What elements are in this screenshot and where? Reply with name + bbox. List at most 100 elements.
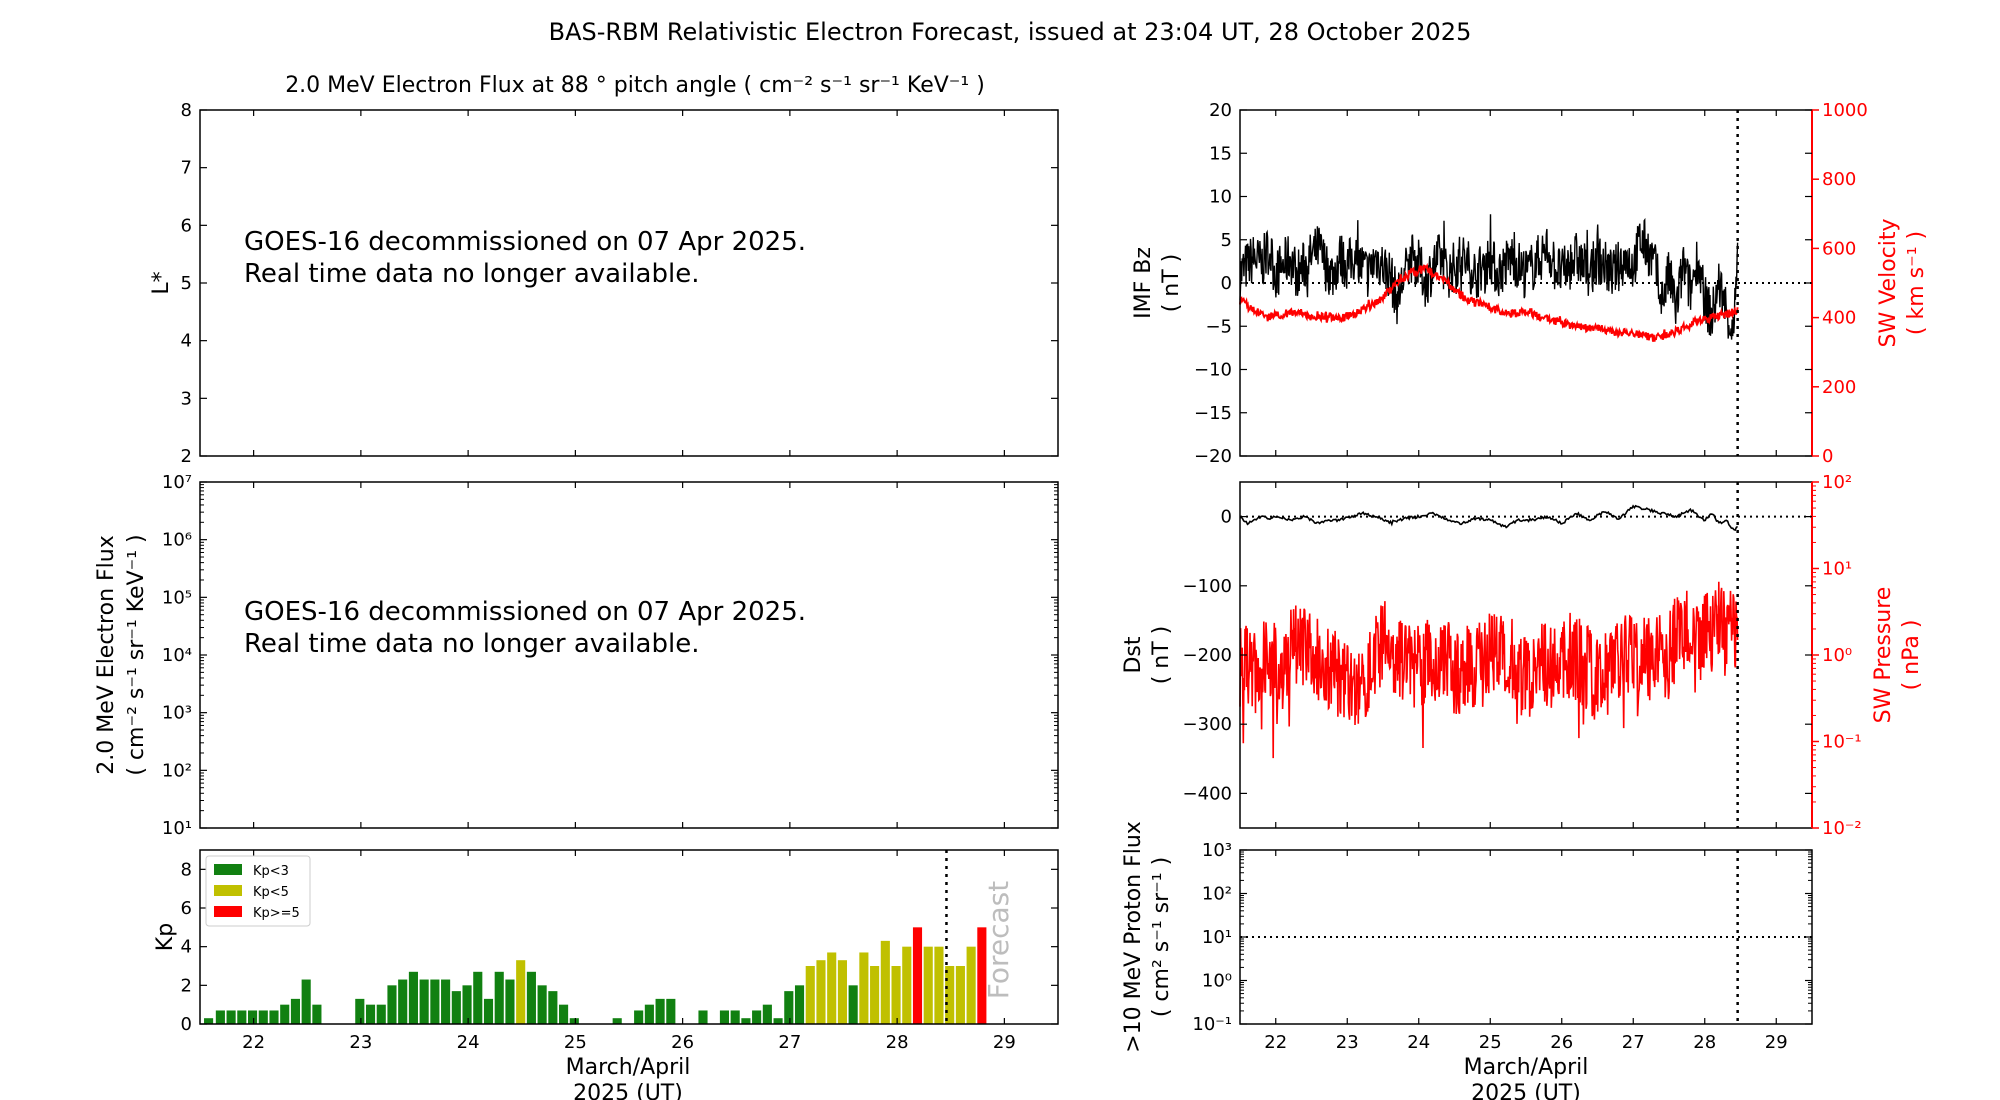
- flux-ytick-label: 10⁵: [162, 587, 192, 608]
- kp-bar: [473, 971, 483, 1024]
- kp-bar: [762, 1004, 772, 1024]
- flux-ytick-label: 10⁷: [162, 472, 192, 493]
- imf-ylabel-right-line2: ( km s⁻¹ ): [1904, 231, 1929, 335]
- kp-bar: [494, 971, 504, 1024]
- proton-ylabel-line2: ( cm² s⁻¹ sr⁻¹ ): [1149, 857, 1174, 1017]
- kp-xtick-label: 23: [349, 1032, 372, 1053]
- lstar-ytick-label: 8: [181, 100, 192, 121]
- kp-bar: [526, 971, 536, 1024]
- proton-xtick-label: 23: [1336, 1032, 1359, 1053]
- kp-bar: [312, 1004, 322, 1024]
- imf-ytick-label: −15: [1194, 403, 1232, 424]
- flux-ylabel-line1: 2.0 MeV Electron Flux: [94, 535, 119, 775]
- imf-ytick-label: 20: [1209, 100, 1232, 121]
- kp-bar: [237, 1010, 247, 1024]
- kp-bar: [387, 985, 397, 1024]
- kp-bar: [698, 1010, 708, 1024]
- kp-bar: [902, 946, 912, 1024]
- imf-ytick-right-label: 800: [1822, 169, 1856, 190]
- dst-series: [1239, 504, 1739, 759]
- lstar-ytick-label: 6: [181, 215, 192, 236]
- kp-bar: [741, 1018, 751, 1024]
- proton-xlabel-line1: March/April: [1464, 1055, 1589, 1080]
- kp-bar: [483, 998, 494, 1024]
- kp-bar: [612, 1018, 622, 1024]
- kp-bar: [773, 1018, 783, 1024]
- kp-xtick-label: 26: [671, 1032, 694, 1053]
- kp-ytick-label: 2: [181, 975, 192, 996]
- imf-ytick-right-label: 200: [1822, 377, 1856, 398]
- kp-xlabel-line2: 2025 (UT): [573, 1081, 683, 1100]
- dst-right-ytick-label: 10⁻¹: [1822, 732, 1862, 753]
- dst-ylabel-right-line1: SW Pressure: [1871, 587, 1896, 724]
- kp-bar: [816, 960, 826, 1024]
- kp-bar: [215, 1010, 225, 1024]
- kp-ytick-label: 4: [181, 937, 192, 958]
- kp-bar: [805, 966, 815, 1024]
- kp-bar: [516, 960, 526, 1024]
- kp-legend-swatch-yellow: [214, 885, 242, 896]
- proton-xtick-label: 27: [1622, 1032, 1645, 1053]
- imf-panel: −20 −15 −10 −5 0 5 10 15 20 0 200 400 600 800 1000 IM…: [1131, 100, 1929, 467]
- flux-message-line1: GOES-16 decommissioned on 07 Apr 2025.: [244, 597, 806, 627]
- imf-ytick-right-label: 1000: [1822, 100, 1868, 121]
- kp-bar: [923, 946, 933, 1024]
- flux-ytick-label: 10⁴: [162, 645, 192, 666]
- dst-right-ytick-label: 10²: [1822, 472, 1852, 493]
- kp-bar: [752, 1010, 762, 1024]
- kp-bar: [719, 1010, 730, 1024]
- kp-bar: [666, 998, 676, 1024]
- kp-bars: [204, 927, 987, 1024]
- kp-bar: [977, 927, 987, 1024]
- imf-x-ticks: [1275, 110, 1777, 456]
- kp-bar: [880, 940, 890, 1024]
- figure-title: BAS-RBM Relativistic Electron Forecast, …: [549, 18, 1472, 46]
- lstar-ytick-label: 7: [181, 158, 192, 179]
- lstar-ytick-label: 3: [181, 388, 192, 409]
- dst-right-ytick-label: 10⁰: [1822, 645, 1852, 666]
- kp-bar: [505, 979, 515, 1024]
- kp-bar: [966, 946, 976, 1024]
- proton-xtick-label: 28: [1693, 1032, 1716, 1053]
- kp-bar: [441, 979, 451, 1024]
- proton-y-ticks: 10⁻¹ 10⁰ 10¹ 10² 10³: [1192, 840, 1812, 1035]
- kp-xtick-label: 28: [886, 1032, 909, 1053]
- kp-bar: [569, 1018, 579, 1024]
- kp-bar: [355, 998, 365, 1024]
- kp-bar: [269, 1010, 279, 1024]
- kp-bar: [634, 1010, 644, 1024]
- kp-bar: [837, 960, 847, 1024]
- kp-bar: [365, 1004, 376, 1024]
- kp-bar: [247, 1010, 258, 1024]
- kp-bar: [430, 979, 440, 1024]
- proton-ylabel-line1: >10 MeV Proton Flux: [1121, 821, 1146, 1053]
- imf-ytick-label: 15: [1209, 143, 1232, 164]
- kp-x-ticks: 22 23 24 25 26 27 28 29: [242, 850, 1016, 1053]
- lstar-y-ticks: 2 3 4 5 6 7 8: [181, 100, 1058, 467]
- imf-ylabel-line2: ( nT ): [1159, 254, 1184, 313]
- kp-xtick-label: 25: [564, 1032, 587, 1053]
- imf-series: [1239, 214, 1739, 342]
- imf-ytick-right-label: 600: [1822, 238, 1856, 259]
- imf-ytick-right-label: 400: [1822, 308, 1856, 329]
- kp-xtick-label: 27: [778, 1032, 801, 1053]
- kp-bar: [258, 1010, 268, 1024]
- kp-bar: [301, 979, 311, 1024]
- kp-bar: [870, 966, 880, 1024]
- flux-ytick-label: 10⁶: [162, 530, 192, 551]
- dst-ylabel-right-line2: ( nPa ): [1899, 620, 1924, 691]
- flux-ytick-label: 10¹: [162, 818, 192, 839]
- sw-pressure-line: [1239, 581, 1739, 759]
- proton-ytick-label: 10³: [1202, 840, 1232, 861]
- imf-ytick-label: −5: [1205, 316, 1232, 337]
- kp-bar: [462, 985, 472, 1024]
- imf-ytick-label: −10: [1194, 360, 1232, 381]
- imf-ylabel-right-line1: SW Velocity: [1876, 218, 1901, 347]
- kp-bar: [290, 998, 301, 1024]
- dst-y-ticks: −400 −300 −200 −100 0: [1183, 507, 1812, 804]
- flux-ytick-label: 10³: [162, 703, 192, 724]
- proton-x-ticks: 22 23 24 25 26 27 28 29: [1264, 850, 1788, 1053]
- kp-legend-swatch-green: [214, 864, 242, 875]
- kp-bar: [934, 946, 944, 1024]
- kp-legend: Kp<3 Kp<5 Kp>=5: [205, 855, 311, 927]
